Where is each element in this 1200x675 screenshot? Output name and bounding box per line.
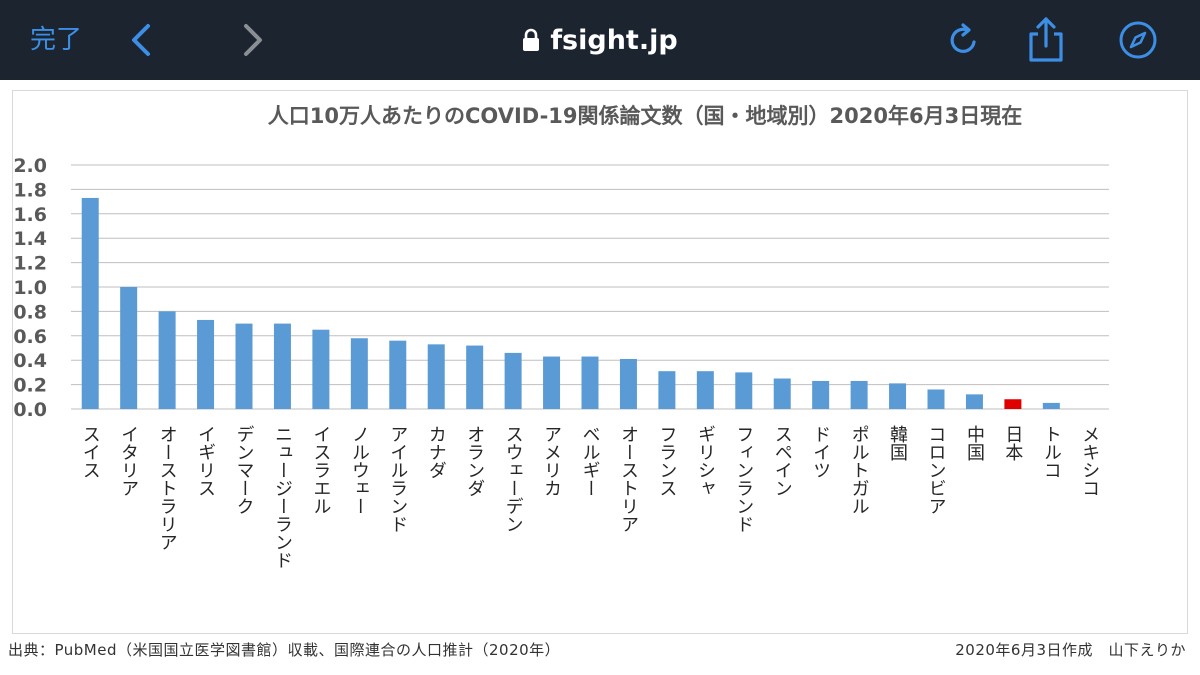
url-text: fsight.jp	[550, 24, 678, 56]
bar	[427, 344, 445, 409]
x-axis-labels: スイス イタリア オーストラリア イギリス デンマーク ニュージーランド イスラエル ノルウェ…	[80, 425, 1101, 569]
done-button[interactable]: 完了	[30, 25, 83, 55]
bar	[581, 356, 599, 409]
x-category-label: スウェーデン	[503, 425, 524, 533]
bar	[350, 338, 368, 409]
bar	[927, 389, 945, 409]
x-category-label: オーストリア	[618, 425, 639, 533]
bar	[81, 197, 99, 409]
y-tick-label: 0.8	[13, 301, 47, 323]
x-category-label: ノルウェー	[349, 425, 370, 515]
x-category-label: フランス	[656, 425, 677, 497]
x-category-label: メキシコ	[1079, 425, 1100, 497]
x-category-label: オーストラリア	[157, 425, 178, 551]
bar	[543, 356, 561, 409]
y-tick-label: 1.6	[13, 204, 47, 226]
bar	[466, 345, 484, 409]
bar	[1042, 402, 1060, 409]
bar	[812, 380, 830, 409]
x-category-label: フィンランド	[733, 425, 754, 533]
web-content: 人口10万人あたりのCOVID-19関係論文数（国・地域別）2020年6月3日現…	[0, 80, 1200, 675]
bar-chart: 人口10万人あたりのCOVID-19関係論文数（国・地域別）2020年6月3日現…	[13, 104, 1109, 569]
compass-icon	[1119, 21, 1157, 59]
y-axis-ticks: 0.00.2 0.40.6 0.81.01.2 1.41.6 1.82.0	[13, 155, 47, 421]
y-tick-label: 0.6	[13, 326, 47, 348]
y-tick-label: 2.0	[13, 155, 47, 177]
x-category-label: ドイツ	[810, 425, 831, 479]
y-tick-label: 1.8	[13, 179, 47, 201]
x-category-label: トルコ	[1041, 425, 1062, 479]
x-category-label: アメリカ	[541, 425, 562, 497]
y-tick-label: 0.0	[13, 399, 47, 421]
x-category-label: ニュージーランド	[272, 425, 293, 569]
back-chevron-icon	[132, 24, 150, 56]
x-category-label: イタリア	[118, 425, 139, 497]
x-category-label: 日本	[1002, 425, 1023, 461]
bar	[965, 394, 983, 409]
x-category-label: スイス	[80, 425, 101, 479]
y-tick-label: 0.4	[13, 350, 47, 372]
bar	[389, 340, 407, 409]
browser-toolbar: 完了 fsight.jp	[0, 0, 1200, 80]
x-category-label: スペイン	[772, 425, 793, 497]
compass-button[interactable]	[1116, 18, 1160, 62]
bar	[120, 287, 138, 409]
y-tick-label: 1.4	[13, 228, 47, 250]
x-category-label: アイルランド	[387, 425, 408, 533]
bar	[158, 311, 176, 409]
bar	[850, 380, 868, 409]
bars	[81, 197, 1060, 409]
x-category-label: 韓国	[887, 425, 908, 461]
y-tick-label: 0.2	[13, 375, 47, 397]
lock-icon	[523, 28, 540, 51]
x-category-label: イギリス	[195, 425, 216, 497]
x-category-label: 中国	[964, 425, 985, 461]
bar	[773, 378, 791, 409]
bar	[504, 352, 522, 409]
source-note: 出典：PubMed（米国国立医学図書館）収載、国際連合の人口推計（2020年）	[8, 641, 561, 659]
reload-button[interactable]	[944, 20, 984, 60]
x-category-label: ベルギー	[580, 425, 601, 497]
x-category-label: イスラエル	[310, 425, 331, 515]
bar	[1004, 399, 1022, 409]
x-category-label: カナダ	[426, 425, 447, 479]
bar	[235, 323, 253, 409]
bar	[658, 371, 676, 409]
bar	[619, 358, 637, 409]
back-button[interactable]	[124, 20, 158, 60]
y-tick-label: 1.2	[13, 253, 47, 275]
bar	[197, 319, 215, 409]
forward-button[interactable]	[236, 20, 270, 60]
bar	[735, 372, 753, 409]
x-category-label: ポルトガル	[849, 425, 870, 515]
x-category-label: デンマーク	[234, 425, 255, 515]
chart-title: 人口10万人あたりのCOVID-19関係論文数（国・地域別）2020年6月3日現…	[268, 104, 1022, 128]
x-category-label: オランダ	[464, 425, 485, 497]
forward-chevron-icon	[244, 24, 262, 56]
x-category-label: ギリシャ	[695, 425, 716, 497]
x-category-label: コロンビア	[926, 425, 947, 515]
bar	[696, 371, 714, 409]
address-bar[interactable]: fsight.jp	[480, 22, 720, 58]
share-icon	[1029, 17, 1063, 62]
y-tick-label: 1.0	[13, 277, 47, 299]
reload-icon	[950, 23, 976, 53]
bar	[889, 383, 907, 409]
bar	[312, 329, 330, 409]
share-button[interactable]	[1024, 14, 1068, 64]
chart-frame: 人口10万人あたりのCOVID-19関係論文数（国・地域別）2020年6月3日現…	[12, 90, 1188, 634]
author-note: 2020年6月3日作成 山下えりか	[955, 641, 1186, 659]
bar	[273, 323, 291, 409]
